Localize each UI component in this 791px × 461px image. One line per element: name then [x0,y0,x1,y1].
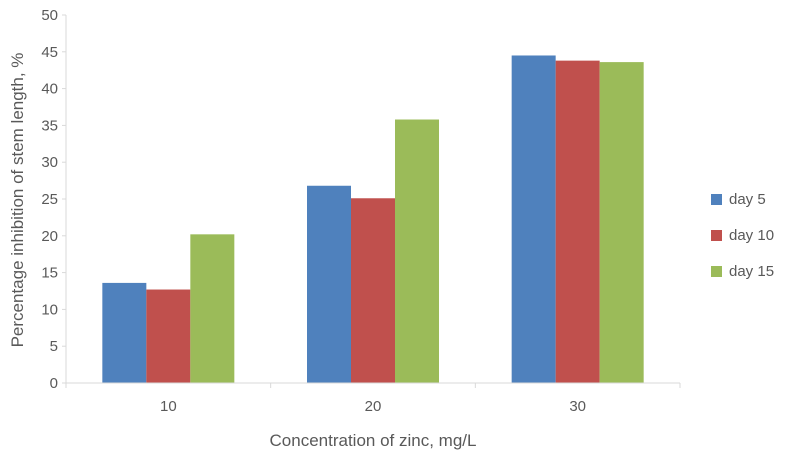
x-tick-label: 10 [160,398,177,415]
bar-day-15-10 [190,234,235,383]
bar-day-5-10 [102,282,147,383]
legend: day 5 day 10 day 15 [711,191,774,280]
x-tick-label: 30 [569,398,586,415]
y-tick-label: 10 [41,301,58,318]
y-tick-label: 35 [41,117,58,134]
x-axis-title: Concentration of zinc, mg/L [270,431,477,450]
bar-day-15-30 [599,62,644,383]
bars [102,55,644,384]
y-tick-label: 40 [41,81,58,98]
y-tick-label: 45 [41,44,58,61]
y-tick-label: 50 [41,7,58,24]
y-tick-label: 30 [41,154,58,171]
legend-swatch [711,194,722,205]
bar-day-10-20 [351,198,395,383]
y-tick-label: 15 [41,265,58,282]
y-tick-label: 20 [41,228,58,245]
x-tick-label: 20 [365,398,382,415]
legend-label: day 15 [729,263,774,280]
bar-day-10-30 [555,60,600,384]
y-tick-label: 0 [50,375,58,392]
legend-swatch [711,266,722,277]
bar-day-5-20 [307,185,351,383]
legend-swatch [711,230,722,241]
y-tick-label: 25 [41,191,58,208]
bar-day-15-20 [395,119,439,384]
y-axis-title: Percentage inhibition of stem length, % [8,53,27,348]
legend-label: day 10 [729,227,774,244]
y-axis-ticks: 0 5 10 15 20 25 30 35 40 45 50 [41,7,66,392]
y-tick-label: 5 [50,338,58,355]
legend-label: day 5 [729,191,766,208]
bar-day-10-10 [146,289,191,383]
x-axis-ticks: 10 20 30 [65,383,681,415]
bar-day-5-30 [511,55,556,383]
